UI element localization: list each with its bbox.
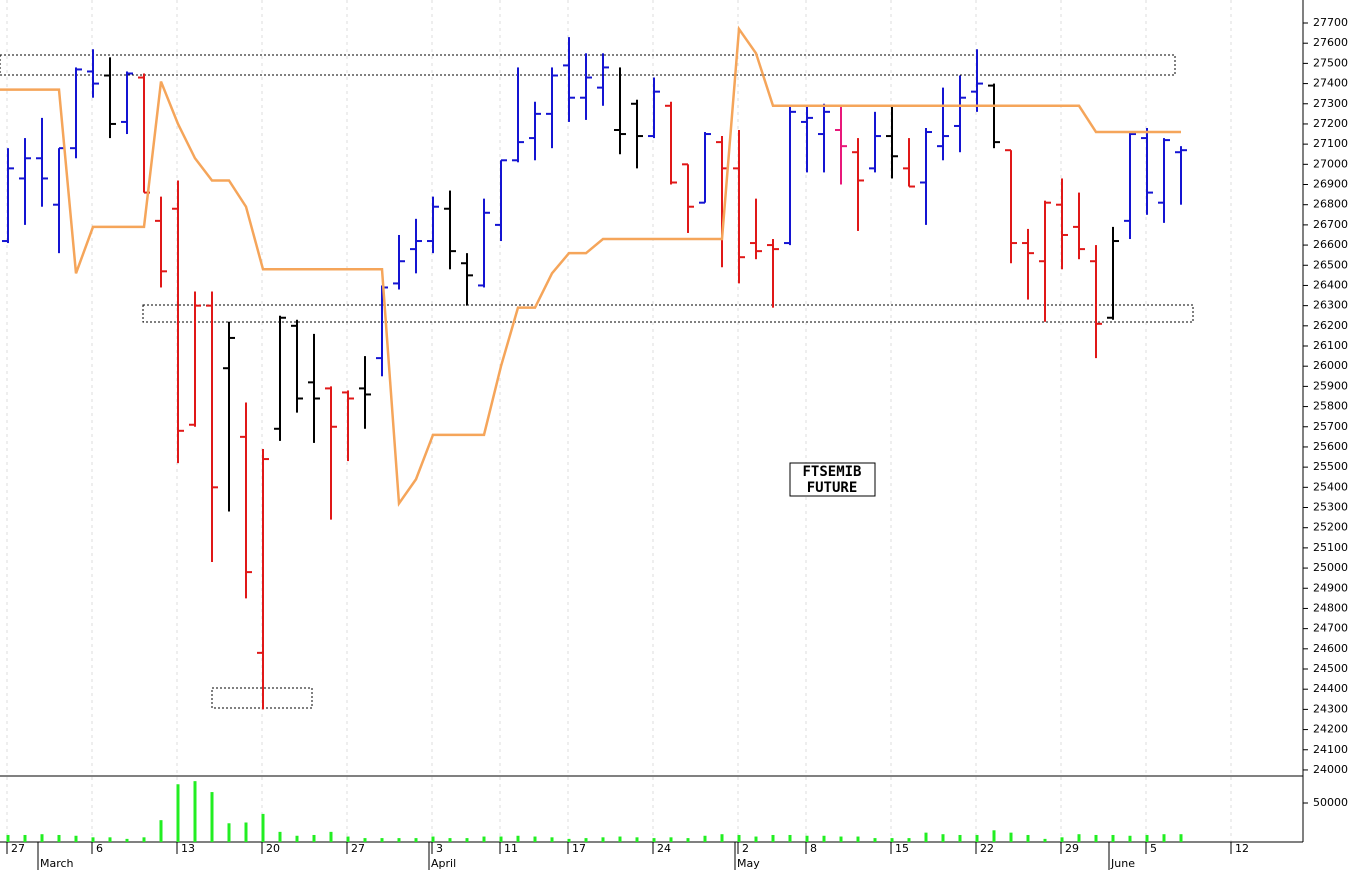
- y-tick-label: 25200: [1313, 521, 1348, 534]
- y-tick-label: 24300: [1313, 702, 1348, 715]
- y-tick-label: 27400: [1313, 77, 1348, 90]
- y-tick-label: 24400: [1313, 682, 1348, 695]
- indicator-line: [0, 25, 1181, 508]
- x-tick-label: 13: [181, 842, 195, 855]
- y-tick-label: 25800: [1313, 400, 1348, 413]
- x-tick-label: 20: [266, 842, 280, 855]
- x-tick-label: 15: [895, 842, 909, 855]
- y-tick-label: 26100: [1313, 339, 1348, 352]
- x-tick-label: 12: [1235, 842, 1249, 855]
- zone: [0, 54, 1176, 76]
- y-tick-label: 25400: [1313, 480, 1348, 493]
- y-tick-label: 27700: [1313, 16, 1348, 29]
- month-label: April: [431, 857, 456, 870]
- x-tick-label: 17: [572, 842, 586, 855]
- y-tick-label: 24800: [1313, 601, 1348, 614]
- x-tick-label: 2: [742, 842, 749, 855]
- y-tick-label: 26400: [1313, 278, 1348, 291]
- y-tick-label: 26600: [1313, 238, 1348, 251]
- x-tick-label: 3: [436, 842, 443, 855]
- y-tick-label: 26700: [1313, 218, 1348, 231]
- x-tick-label: 24: [657, 842, 671, 855]
- y-tick-label: 25700: [1313, 420, 1348, 433]
- x-tick-label: 27: [11, 842, 25, 855]
- y-tick-label: 25300: [1313, 501, 1348, 514]
- y-tick-label: 25100: [1313, 541, 1348, 554]
- zone: [142, 304, 1194, 323]
- y-tick-label: 24500: [1313, 662, 1348, 675]
- y-tick-label: 25600: [1313, 440, 1348, 453]
- y-tick-label: 27300: [1313, 97, 1348, 110]
- y-tick-label: 50000: [1313, 796, 1348, 809]
- month-label: March: [40, 857, 74, 870]
- y-tick-label: 27000: [1313, 157, 1348, 170]
- x-tick-label: 22: [980, 842, 994, 855]
- annotation-box: [789, 462, 876, 497]
- y-tick-label: 25000: [1313, 561, 1348, 574]
- y-tick-label: 27200: [1313, 117, 1348, 130]
- y-tick-label: 25900: [1313, 379, 1348, 392]
- x-tick-label: 5: [1150, 842, 1157, 855]
- y-tick-label: 26300: [1313, 299, 1348, 312]
- y-tick-label: 27600: [1313, 36, 1348, 49]
- y-tick-label: 26500: [1313, 258, 1348, 271]
- y-tick-label: 24200: [1313, 723, 1348, 736]
- y-tick-label: 24000: [1313, 763, 1348, 776]
- x-tick-label: 8: [810, 842, 817, 855]
- y-tick-label: 24900: [1313, 581, 1348, 594]
- y-tick-label: 27500: [1313, 56, 1348, 69]
- x-tick-label: 6: [96, 842, 103, 855]
- y-tick-label: 25500: [1313, 460, 1348, 473]
- month-label: May: [737, 857, 760, 870]
- y-tick-label: 24100: [1313, 743, 1348, 756]
- month-label: June: [1110, 857, 1135, 870]
- y-tick-label: 26800: [1313, 198, 1348, 211]
- y-tick-label: 24600: [1313, 642, 1348, 655]
- y-tick-label: 26900: [1313, 178, 1348, 191]
- x-tick-label: 27: [351, 842, 365, 855]
- x-tick-label: 11: [504, 842, 518, 855]
- y-tick-label: 26200: [1313, 319, 1348, 332]
- y-tick-label: 24700: [1313, 622, 1348, 635]
- x-tick-label: 29: [1065, 842, 1079, 855]
- y-tick-label: 26000: [1313, 359, 1348, 372]
- annotation: FUTURE: [807, 480, 858, 496]
- y-tick-label: 27100: [1313, 137, 1348, 150]
- annotation: FTSEMIB: [802, 464, 861, 480]
